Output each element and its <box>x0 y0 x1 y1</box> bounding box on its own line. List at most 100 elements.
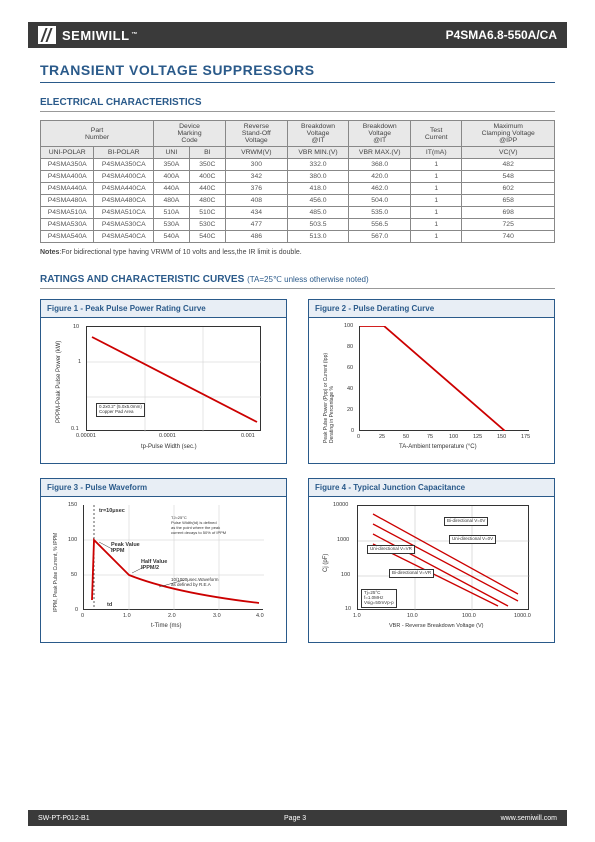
table-cell: P4SMA540CA <box>94 231 154 243</box>
notes-label: Notes <box>40 249 59 256</box>
fig1-xt1: 0.0001 <box>159 433 176 439</box>
figure-4: Figure 4 - Typical Junction Capacitance <box>308 478 555 643</box>
th-it: Test Current <box>411 121 462 147</box>
table-cell: 350C <box>189 159 225 171</box>
figure-3: Figure 3 - Pulse Waveform <box>40 478 287 643</box>
th-vc: Maximum Clamping Voltage @IPP <box>462 121 555 147</box>
fig3-yt3: 0 <box>75 607 78 613</box>
fig1-ylabel: PPPM-Peak Pulse Power (kW) <box>56 341 62 423</box>
table-cell: 698 <box>462 207 555 219</box>
table-row: P4SMA530AP4SMA530CA530A530C477503.5556.5… <box>41 219 555 231</box>
curves-cond: (TA=25℃ unless otherwise noted) <box>247 275 369 284</box>
fig3-td: td <box>107 602 112 608</box>
table-cell: 440A <box>154 183 190 195</box>
fig1-note: 0.2x0.2" (5.0x5.0mm) Copper Pad Area <box>96 403 145 417</box>
notes: Notes:For bidirectional type having VRWM… <box>40 249 555 256</box>
fig3-xt2: 2.0 <box>168 613 176 619</box>
fig4-yt1: 1000 <box>337 537 349 543</box>
fig4-title: Figure 4 - Typical Junction Capacitance <box>309 479 554 497</box>
table-body: P4SMA350AP4SMA350CA350A350C300332.0368.0… <box>41 159 555 243</box>
fig4-yt0: 10000 <box>333 502 348 508</box>
fig2-title: Figure 2 - Pulse Derating Curve <box>309 300 554 318</box>
figure-row-1: Figure 1 - Peak Pulse Power Rating Curve… <box>40 299 555 464</box>
th2-vbrmax: VBR MAX.(V) <box>349 147 411 159</box>
fig3-xt3: 3.0 <box>213 613 221 619</box>
fig1-yt2: 0.1 <box>71 426 79 432</box>
table-cell: 556.5 <box>349 219 411 231</box>
table-cell: 1 <box>411 231 462 243</box>
fig4-xt3: 1000.0 <box>514 613 531 619</box>
th2-vc: VC(V) <box>462 147 555 159</box>
table-cell: 418.0 <box>287 183 349 195</box>
table-cell: 350A <box>154 159 190 171</box>
fig4-yt3: 10 <box>345 606 351 612</box>
fig3-half: Half Value IPPM/2 <box>141 559 167 571</box>
table-cell: P4SMA350CA <box>94 159 154 171</box>
table-cell: P4SMA480CA <box>94 195 154 207</box>
notes-text: :For bidirectional type having VRWM of 1… <box>59 249 301 256</box>
table-cell: 380.0 <box>287 171 349 183</box>
fig3-yt2: 50 <box>71 572 77 578</box>
table-cell: 480A <box>154 195 190 207</box>
table-cell: 510C <box>189 207 225 219</box>
th2-uni: UNI-POLAR <box>41 147 94 159</box>
table-cell: 740 <box>462 231 555 243</box>
table-cell: 1 <box>411 183 462 195</box>
table-cell: 485.0 <box>287 207 349 219</box>
brand-logo: SEMIWILL ™ <box>38 26 138 44</box>
table-cell: 548 <box>462 171 555 183</box>
fig3-yt0: 150 <box>68 502 77 508</box>
fig2-xlabel: TA-Ambient temperature (°C) <box>399 444 477 450</box>
table-cell: 540C <box>189 231 225 243</box>
table-cell: 567.0 <box>349 231 411 243</box>
table-cell: P4SMA440CA <box>94 183 154 195</box>
table-cell: 400C <box>189 171 225 183</box>
table-cell: 1 <box>411 207 462 219</box>
fig4-l2: Uni-directional V=VR <box>367 545 415 554</box>
fig2-xt7: 175 <box>521 434 530 440</box>
table-cell: 510A <box>154 207 190 219</box>
table-cell: 477 <box>226 219 288 231</box>
brand-name: SEMIWILL <box>62 28 130 43</box>
page-content: TRANSIENT VOLTAGE SUPPRESSORS ELECTRICAL… <box>40 62 555 657</box>
fig4-xt0: 1.0 <box>353 613 361 619</box>
table-cell: 482 <box>462 159 555 171</box>
figure-row-2: Figure 3 - Pulse Waveform <box>40 478 555 643</box>
fig3-wave: 10/1000μsec.Waveform as defined by R.E.A <box>171 577 218 587</box>
fig3-xlabel: t-Time (ms) <box>151 623 181 629</box>
table-cell: 456.0 <box>287 195 349 207</box>
fig3-cond: TJ=25°C Pulse Width(td) is defined as th… <box>171 515 226 535</box>
curves-heading: RATINGS AND CHARACTERISTIC CURVES (TA=25… <box>40 274 555 289</box>
fig2-yt2: 60 <box>347 365 353 371</box>
fig2-xt6: 150 <box>497 434 506 440</box>
table-cell: 540A <box>154 231 190 243</box>
table-cell: 440C <box>189 183 225 195</box>
th2-uni2: UNI <box>154 147 190 159</box>
table-cell: 602 <box>462 183 555 195</box>
fig2-xt0: 0 <box>357 434 360 440</box>
fig1-xt0: 0.00001 <box>76 433 96 439</box>
table-row: P4SMA540AP4SMA540CA540A540C486513.0567.0… <box>41 231 555 243</box>
table-cell: 1 <box>411 219 462 231</box>
table-cell: P4SMA530A <box>41 219 94 231</box>
th2-bi: BI-POLAR <box>94 147 154 159</box>
fig3-xt0: 0 <box>81 613 84 619</box>
fig4-cond: Tj=25°C f=1.0MHz Vsig=50mVp-p <box>361 589 397 608</box>
footer-bar: SW-PT-P012-B1 Page 3 www.semiwill.com <box>28 810 567 826</box>
table-cell: P4SMA440A <box>41 183 94 195</box>
table-cell: 434 <box>226 207 288 219</box>
th2-vbrmin: VBR MIN.(V) <box>287 147 349 159</box>
electrical-table: Part Number Device Marking Code Reverse … <box>40 120 555 243</box>
th2-bi2: BI <box>189 147 225 159</box>
table-cell: P4SMA510A <box>41 207 94 219</box>
table-cell: P4SMA540A <box>41 231 94 243</box>
th2-vrwm: VRWM(V) <box>226 147 288 159</box>
table-cell: 658 <box>462 195 555 207</box>
fig4-xt2: 100.0 <box>462 613 476 619</box>
header-bar: SEMIWILL ™ P4SMA6.8-550A/CA <box>28 22 567 48</box>
fig3-xt4: 4.0 <box>256 613 264 619</box>
fig3-peak: Peak Value IPPM <box>111 542 140 554</box>
th-marking: Device Marking Code <box>154 121 226 147</box>
table-row: P4SMA350AP4SMA350CA350A350C300332.0368.0… <box>41 159 555 171</box>
table-head: Part Number Device Marking Code Reverse … <box>41 121 555 159</box>
